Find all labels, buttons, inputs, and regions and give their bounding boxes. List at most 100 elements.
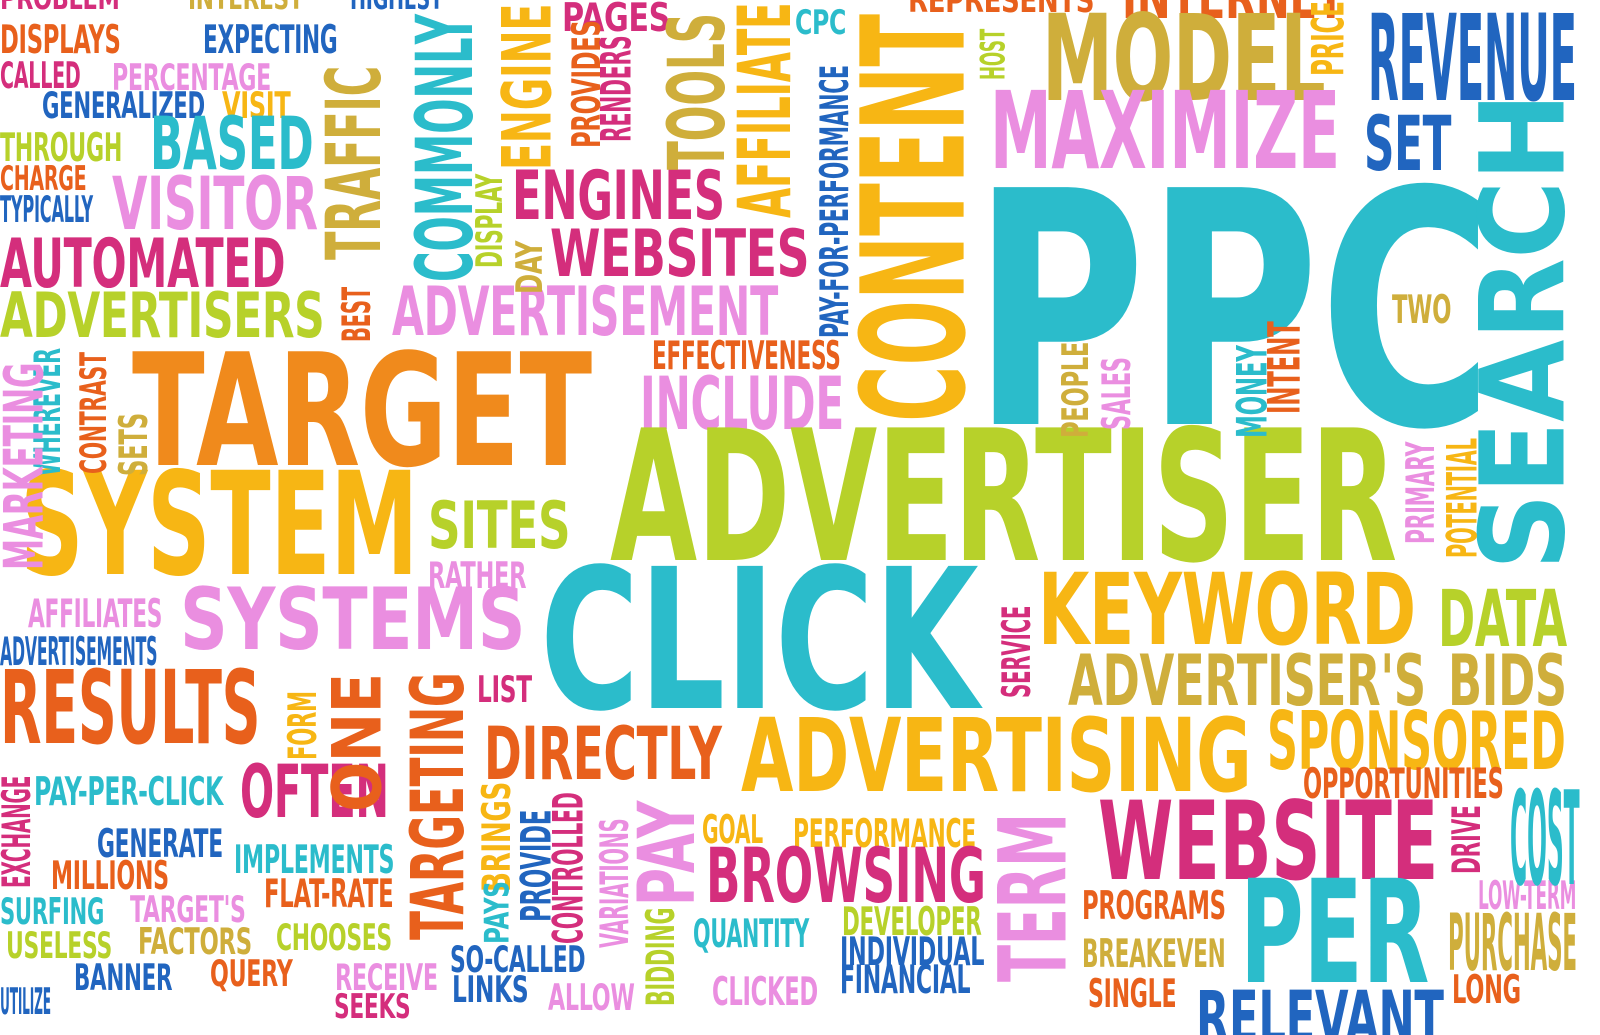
word-relevant: RELEVANT: [1196, 976, 1444, 1035]
word-revenue: REVENUE: [1368, 0, 1577, 129]
word-generalized: GENERALIZED: [42, 83, 205, 127]
word-charge: CHARGE: [0, 158, 87, 198]
word-renders: RENDERS: [591, 35, 641, 142]
word-query: QUERY: [210, 951, 293, 995]
word-click: CLICK: [540, 526, 979, 754]
word-people: PEOPLE: [1053, 341, 1097, 438]
word-marketing: MARKETING: [0, 362, 56, 570]
word-interest: INTEREST: [188, 0, 304, 15]
word-browsing: BROWSING: [706, 831, 986, 920]
word-percentage: PERCENTAGE: [112, 55, 271, 99]
word-problem: PROBLEM: [0, 0, 120, 15]
word-website: WEBSITE: [1098, 777, 1438, 905]
word-expecting: EXPECTING: [203, 18, 338, 64]
word-maximize: MAXIMIZE: [990, 70, 1340, 195]
word-engines: ENGINES: [512, 155, 725, 235]
word-controlled: CONTROLLED: [543, 792, 593, 944]
word-host: HOST: [972, 28, 1012, 81]
word-bids: BIDS: [1448, 639, 1567, 722]
word-keyword: KEYWORD: [1038, 553, 1416, 669]
word-ppc: PPC: [972, 122, 1493, 501]
word-visitor: VISITOR: [112, 162, 318, 248]
word-performance: PERFORMANCE: [793, 812, 976, 858]
word-brings: BRINGS: [474, 781, 520, 892]
word-pages: PAGES: [562, 0, 671, 42]
word-advertising: ADVERTISING: [741, 696, 1252, 815]
word-based: BASED: [150, 102, 314, 188]
word-best: BEST: [334, 287, 380, 342]
word-programs: PROGRAMS: [1082, 884, 1226, 930]
word-directly: DIRECTLY: [484, 712, 722, 798]
word-cost: COST: [1510, 763, 1580, 916]
word-term: TERM: [979, 813, 1089, 982]
word-visit: VISIT: [222, 83, 291, 127]
word-purchase: PURCHASE: [1448, 898, 1577, 989]
word-goal: GOAL: [702, 808, 763, 854]
word-flat-rate: FLAT-RATE: [264, 872, 394, 918]
word-factors: FACTORS: [138, 919, 252, 963]
word-exchange: EXCHANGE: [0, 775, 40, 888]
word-developer: DEVELOPER: [842, 900, 982, 946]
word-rather: RATHER: [428, 553, 527, 597]
word-so-called: SO-CALLED: [450, 937, 586, 981]
word-pay: PAY: [622, 801, 713, 906]
word-sites: SITES: [428, 489, 571, 565]
word-sponsored: SPONSORED: [1267, 695, 1566, 790]
word-intent: INTENT: [1259, 321, 1311, 414]
word-model: MODEL: [1042, 0, 1326, 129]
word-breakeven: BREAKEVEN: [1082, 932, 1226, 978]
word-one: ONE: [317, 673, 397, 812]
word-allow: ALLOW: [548, 975, 635, 1019]
word-advertiser: ADVERTISER: [610, 391, 1398, 604]
word-useless: USELESS: [6, 923, 112, 967]
word-typically: TYPICALLY: [0, 187, 93, 231]
word-represents: REPRESENTS: [908, 0, 1095, 20]
word-affiliate: AFFILIATE: [723, 2, 809, 219]
word-potential: POTENTIAL: [1437, 438, 1487, 558]
word-advertiser-s: ADVERTISER'S: [1068, 639, 1426, 722]
word-target: TARGET: [132, 320, 592, 503]
word-clicked: CLICKED: [712, 970, 818, 1016]
word-single: SINGLE: [1088, 972, 1177, 1018]
word-day: DAY: [507, 240, 551, 294]
word-target-s: TARGET'S: [130, 887, 246, 931]
word-contrast: CONTRAST: [71, 352, 115, 474]
word-engine: ENGINE: [487, 3, 567, 171]
word-display: DISPLAY: [467, 173, 511, 268]
word-primary: PRIMARY: [1398, 441, 1444, 544]
word-opportunities: OPPORTUNITIES: [1303, 759, 1504, 808]
word-generate: GENERATE: [97, 822, 223, 868]
word-data: DATA: [1438, 574, 1567, 665]
word-drive: DRIVE: [1444, 805, 1490, 874]
word-quantity: QUANTITY: [693, 912, 809, 958]
word-chooses: CHOOSES: [276, 915, 392, 959]
word-two: TWO: [1392, 288, 1452, 334]
word-millions: MILLIONS: [51, 854, 169, 900]
word-links: LINKS: [452, 967, 529, 1011]
word-utilize: UTILIZE: [0, 979, 51, 1023]
word-advertisement: ADVERTISEMENT: [392, 271, 778, 351]
word-advertisements: ADVERTISEMENTS: [0, 630, 158, 676]
word-internet: INTERNET: [1122, 0, 1345, 29]
word-seeks: SEEKS: [334, 986, 411, 1026]
word-automated: AUTOMATED: [0, 223, 286, 303]
word-often: OFTEN: [240, 750, 389, 836]
word-targeting: TARGETING: [396, 672, 482, 940]
word-systems: SYSTEMS: [180, 569, 526, 670]
word-through: THROUGH: [0, 126, 123, 172]
word-banner: BANNER: [74, 955, 173, 999]
word-advertisers: ADVERTISERS: [0, 278, 325, 352]
word-highest: HIGHEST: [350, 0, 443, 15]
word-traffic: TRAFFIC: [310, 66, 399, 260]
word-list: LIST: [477, 667, 532, 711]
word-system: SYSTEM: [20, 440, 419, 608]
word-receive: RECEIVE: [335, 955, 438, 999]
word-cpc: CPC: [795, 2, 846, 42]
word-surfing: SURFING: [0, 889, 105, 933]
word-effectiveness: EFFECTIVENESS: [652, 334, 841, 380]
word-include: INCLUDE: [640, 362, 844, 448]
word-form: FORM: [280, 691, 326, 760]
word-results: RESULTS: [0, 648, 261, 767]
word-displays: DISPLAYS: [0, 18, 121, 64]
